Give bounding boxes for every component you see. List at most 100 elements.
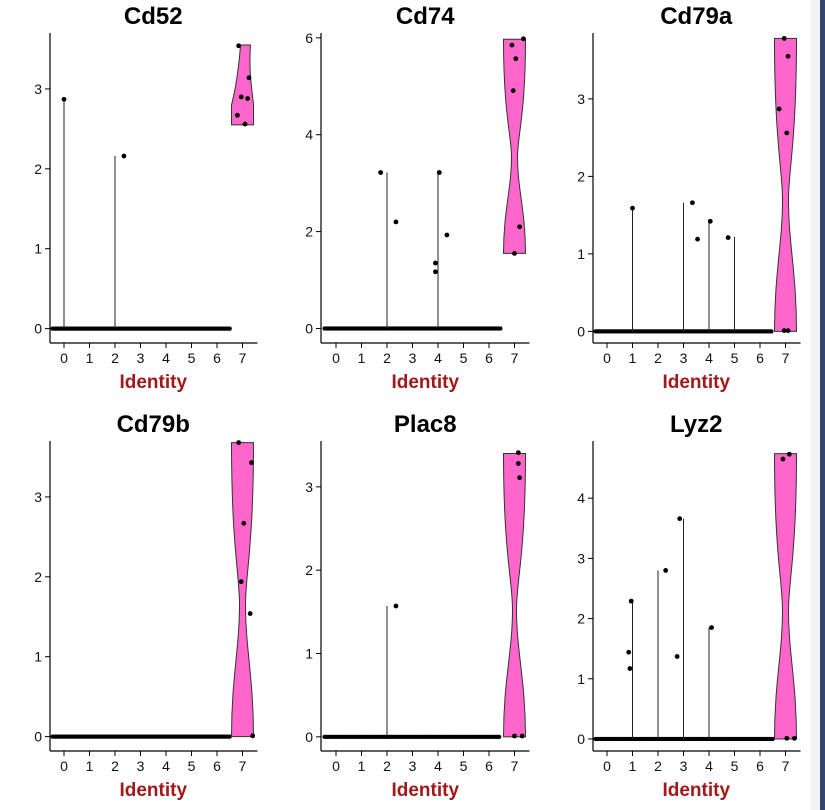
- x-tick-label: 7: [239, 758, 247, 774]
- data-point: [393, 603, 399, 609]
- panel-title: Cd52: [124, 3, 183, 30]
- x-tick-label: 3: [680, 758, 688, 774]
- data-point: [378, 170, 384, 175]
- data-point: [786, 451, 792, 457]
- x-axis-label: Identity: [662, 780, 730, 801]
- x-tick-label: 2: [111, 758, 119, 774]
- x-tick-label: 5: [188, 350, 196, 366]
- x-tick-label: 2: [654, 350, 662, 366]
- data-point: [515, 461, 521, 466]
- data-point: [690, 200, 695, 206]
- x-tick-label: 0: [603, 758, 611, 774]
- data-point: [663, 568, 669, 573]
- data-point: [780, 456, 786, 462]
- violin-cluster-7: [773, 37, 798, 332]
- violin-cluster-7: [773, 453, 798, 740]
- x-tick-label: 1: [629, 350, 637, 366]
- y-tick-label: 2: [305, 224, 313, 240]
- data-point: [238, 94, 244, 100]
- x-tick-label: 2: [111, 350, 119, 366]
- data-point: [513, 56, 519, 62]
- panel-cd79a: Cd79a Identity 0 1 2 3 0 1 2 3 4 5 6 7: [577, 3, 801, 393]
- x-tick-label: 3: [409, 758, 417, 774]
- x-tick-label: 4: [162, 758, 170, 774]
- data-point: [677, 516, 683, 522]
- data-point: [695, 236, 700, 242]
- y-tick-label: 2: [34, 569, 42, 585]
- data-point: [725, 235, 731, 241]
- data-point: [236, 440, 242, 445]
- y-tick-label: 0: [577, 731, 585, 747]
- panel-title: Cd79a: [660, 3, 733, 30]
- data-point: [433, 260, 438, 266]
- y-tick-label: 3: [577, 550, 585, 566]
- panel-cd79b: Cd79b Identity 0 1 2 3 0 1 2 3 4 5 6 7: [34, 411, 258, 801]
- x-tick-label: 4: [705, 350, 713, 366]
- x-tick-label: 5: [731, 758, 739, 774]
- data-point: [519, 733, 525, 739]
- y-tick-label: 2: [577, 168, 585, 184]
- data-point: [709, 625, 714, 631]
- data-point: [241, 520, 247, 526]
- violin-cluster-7: [231, 44, 254, 126]
- data-point: [249, 460, 254, 465]
- x-tick-label: 0: [332, 350, 340, 366]
- data-point: [509, 42, 515, 48]
- data-point: [510, 88, 516, 94]
- x-tick-label: 6: [485, 758, 493, 774]
- y-tick-label: 4: [305, 127, 313, 143]
- data-point: [61, 96, 67, 102]
- window-edge: [811, 0, 825, 810]
- panel-title: Lyz2: [670, 411, 722, 438]
- data-point: [784, 130, 790, 136]
- data-point: [242, 121, 248, 127]
- x-tick-label: 5: [460, 350, 468, 366]
- x-axis-label: Identity: [391, 372, 459, 393]
- data-point: [235, 112, 240, 118]
- x-tick-label: 6: [756, 350, 764, 366]
- data-point: [792, 735, 797, 741]
- data-point: [707, 218, 713, 224]
- y-tick-label: 0: [305, 320, 313, 336]
- x-tick-label: 1: [86, 350, 94, 366]
- y-tick-label: 0: [577, 323, 585, 339]
- y-tick-label: 6: [305, 30, 313, 46]
- data-point: [238, 579, 244, 585]
- y-tick-label: 3: [34, 81, 42, 97]
- data-point: [250, 733, 256, 739]
- panel-title: Cd74: [396, 3, 455, 30]
- x-tick-label: 0: [60, 350, 68, 366]
- x-tick-label: 0: [60, 758, 68, 774]
- x-tick-label: 4: [162, 350, 170, 366]
- x-axis-label: Identity: [119, 372, 187, 393]
- data-point: [433, 269, 438, 275]
- x-axis-label: Identity: [119, 780, 187, 801]
- x-tick-label: 7: [782, 350, 790, 366]
- x-tick-label: 1: [358, 350, 366, 366]
- data-point: [628, 598, 634, 604]
- y-tick-label: 3: [305, 479, 313, 495]
- data-point: [515, 450, 521, 456]
- y-tick-label: 2: [577, 611, 585, 627]
- x-tick-label: 4: [705, 758, 713, 774]
- data-point: [785, 328, 791, 333]
- x-tick-label: 7: [511, 758, 519, 774]
- y-tick-label: 0: [305, 729, 313, 745]
- data-point: [626, 649, 632, 655]
- data-point: [246, 75, 252, 81]
- data-point: [247, 611, 253, 616]
- data-point: [627, 666, 633, 671]
- x-tick-label: 5: [460, 758, 468, 774]
- y-tick-label: 0: [34, 321, 42, 337]
- x-tick-label: 6: [213, 758, 221, 774]
- data-point: [785, 53, 791, 59]
- data-point: [436, 170, 442, 175]
- y-tick-label: 4: [577, 490, 585, 506]
- data-point: [512, 733, 517, 739]
- y-tick-label: 1: [577, 246, 585, 262]
- y-tick-label: 1: [34, 649, 42, 665]
- x-tick-label: 6: [213, 350, 221, 366]
- x-tick-label: 2: [654, 758, 662, 774]
- y-tick-label: 3: [577, 91, 585, 107]
